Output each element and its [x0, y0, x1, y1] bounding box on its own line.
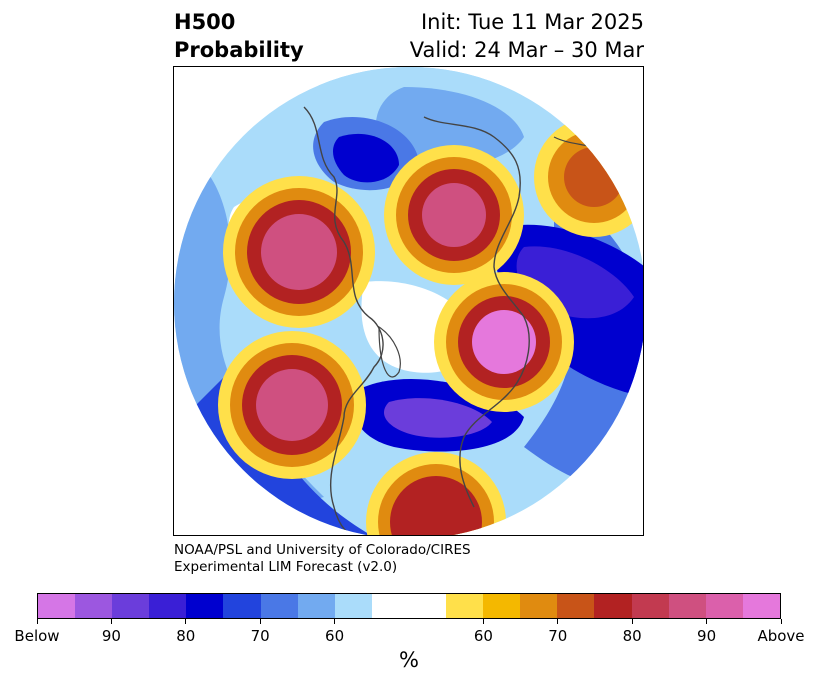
- colorbar-tick-mark: [36, 619, 38, 624]
- colorbar-segment: [557, 594, 595, 618]
- colorbar-segment: [223, 594, 261, 618]
- title-left: H500 Probability: [174, 8, 304, 64]
- colorbar-segment: [520, 594, 558, 618]
- colorbar-segment: [371, 594, 409, 618]
- arctic-90: [422, 183, 486, 247]
- colorbar-segment: [705, 594, 743, 618]
- colorbar-tick-label: 60: [473, 627, 493, 645]
- colorbar-segment: [112, 594, 150, 618]
- colorbar-tick-mark: [185, 619, 187, 624]
- coastline-greenland: [378, 325, 401, 378]
- colorbar-segment: [186, 594, 224, 618]
- title-variable: H500: [174, 10, 236, 34]
- colorbar-tick-mark: [110, 619, 112, 624]
- colorbar-tick-label: 60: [325, 627, 345, 645]
- colorbar-tick-label: Below: [14, 627, 60, 645]
- colorbar-tick-mark: [482, 619, 484, 624]
- title-right: Init: Tue 11 Mar 2025 Valid: 24 Mar – 30…: [410, 8, 644, 64]
- colorbar-segment: [668, 594, 706, 618]
- colorbar-segment: [297, 594, 335, 618]
- colorbar-tick-label: 70: [250, 627, 270, 645]
- colorbar-tick-mark: [780, 619, 782, 624]
- colorbar-segment: [594, 594, 632, 618]
- probability-map: [174, 67, 643, 535]
- colorbar-segment: [38, 594, 76, 618]
- colorbar-segment: [149, 594, 187, 618]
- credit-line-2: Experimental LIM Forecast (v2.0): [174, 559, 398, 575]
- credit: NOAA/PSL and University of Colorado/CIRE…: [174, 542, 471, 576]
- title-quantity: Probability: [174, 38, 304, 62]
- colorbar-tick-mark: [334, 619, 336, 624]
- colorbar-tick-label: 80: [176, 627, 196, 645]
- colorbar-tick-mark: [631, 619, 633, 624]
- colorbar: [37, 593, 781, 619]
- colorbar-segment: [483, 594, 521, 618]
- colorbar-segment: [742, 594, 780, 618]
- colorbar-tick-label: 90: [101, 627, 121, 645]
- credit-line-1: NOAA/PSL and University of Colorado/CIRE…: [174, 542, 471, 558]
- colorbar-tick-label: 90: [697, 627, 717, 645]
- colorbar-tick-label: 70: [548, 627, 568, 645]
- valid-range: Valid: 24 Mar – 30 Mar: [409, 38, 644, 62]
- colorbar-tick-mark: [706, 619, 708, 624]
- coastline-americas: [303, 106, 384, 535]
- colorbar-tick-mark: [557, 619, 559, 624]
- nw-pacific-90: [256, 369, 328, 441]
- asia-core: [384, 398, 492, 438]
- coastline-eurasia: [423, 116, 530, 508]
- colorbar-segment: [408, 594, 447, 618]
- map-frame: [173, 66, 644, 536]
- colorbar-tick-mark: [259, 619, 261, 624]
- gulf-alaska-90: [261, 214, 337, 290]
- colorbar-segment: [260, 594, 298, 618]
- colorbar-segment: [631, 594, 669, 618]
- hudson-core: [332, 133, 399, 183]
- colorbar-tick-label: Above: [757, 627, 805, 645]
- colorbar-segment: [446, 594, 484, 618]
- siberia-above: [472, 310, 536, 374]
- colorbar-segment: [75, 594, 113, 618]
- init-date: Init: Tue 11 Mar 2025: [420, 10, 644, 34]
- colorbar-tick-label: 80: [622, 627, 642, 645]
- colorbar-segment: [334, 594, 372, 618]
- east-siberia-80: [564, 147, 624, 207]
- med-80: [390, 476, 482, 535]
- colorbar-unit: %: [399, 648, 419, 672]
